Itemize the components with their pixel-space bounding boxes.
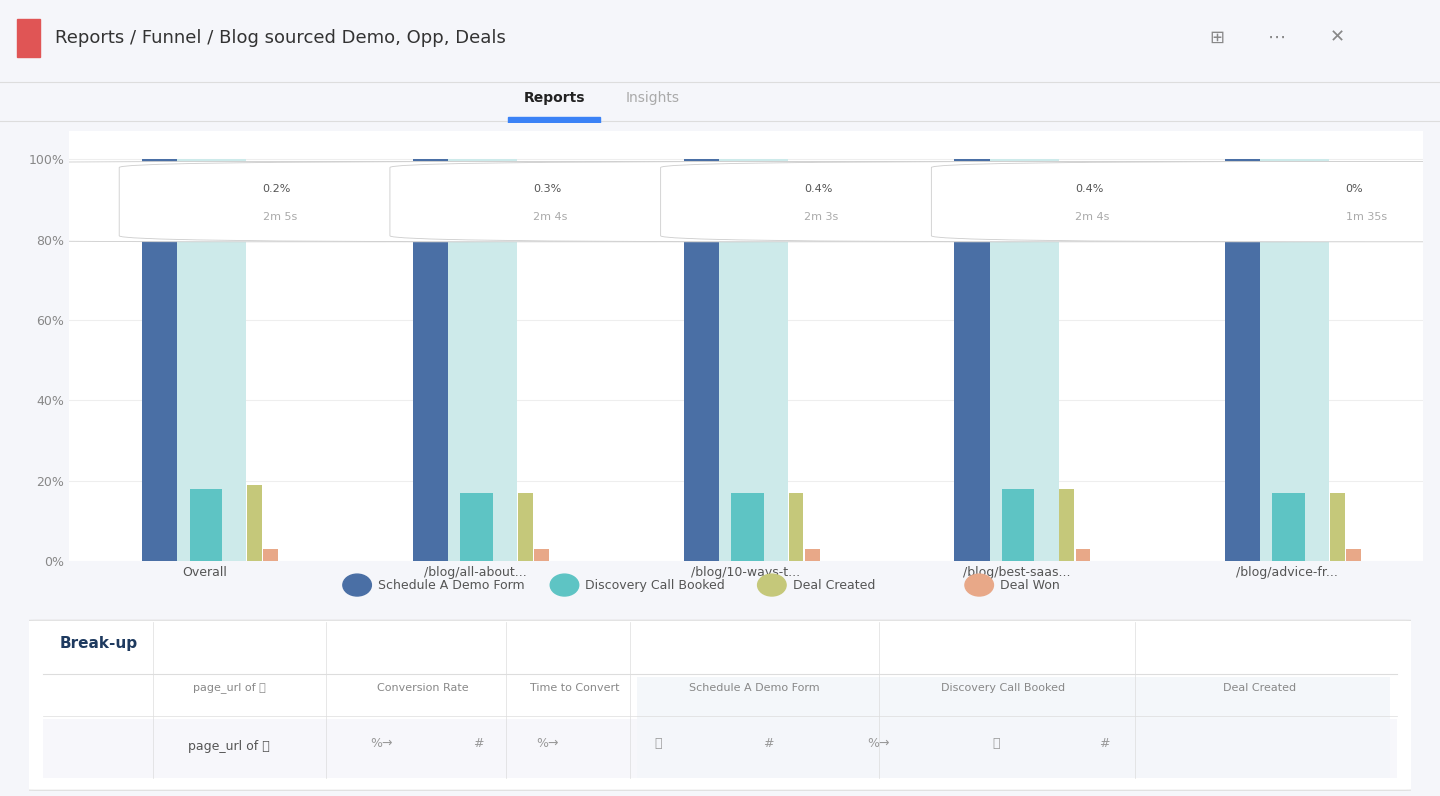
Bar — [1331, 493, 1345, 561]
Ellipse shape — [965, 574, 994, 596]
FancyBboxPatch shape — [120, 162, 1050, 242]
Bar — [789, 493, 804, 561]
Bar — [805, 549, 819, 561]
Text: 0.3%: 0.3% — [533, 184, 562, 193]
Text: page_url of ⓘ: page_url of ⓘ — [189, 740, 271, 753]
Bar — [878, 677, 1135, 778]
Bar — [732, 493, 763, 561]
Ellipse shape — [550, 574, 579, 596]
Text: Conversion Rate: Conversion Rate — [377, 683, 468, 693]
Text: #: # — [472, 737, 484, 750]
Bar — [43, 719, 1397, 778]
Text: ⊞: ⊞ — [1210, 29, 1224, 47]
Text: Break-up: Break-up — [59, 636, 137, 651]
Text: Time to Convert: Time to Convert — [530, 683, 619, 693]
Text: 0%: 0% — [1345, 184, 1364, 193]
Text: 0.4%: 0.4% — [1074, 184, 1103, 193]
Text: 2m 3s: 2m 3s — [804, 212, 838, 221]
Bar — [1076, 549, 1090, 561]
Text: ✕: ✕ — [1331, 29, 1345, 47]
Text: ⌛: ⌛ — [992, 737, 1001, 750]
Text: ⌛: ⌛ — [654, 737, 661, 750]
Bar — [1135, 677, 1391, 778]
Bar — [17, 19, 40, 57]
Text: Schedule A Demo Form: Schedule A Demo Form — [377, 579, 524, 591]
Bar — [264, 549, 278, 561]
Text: Deal Won: Deal Won — [999, 579, 1060, 591]
Text: Schedule A Demo Form: Schedule A Demo Form — [690, 683, 819, 693]
Bar — [534, 549, 549, 561]
Text: Deal Created: Deal Created — [792, 579, 876, 591]
Bar — [707, 159, 788, 561]
Bar — [978, 159, 1058, 561]
FancyBboxPatch shape — [22, 620, 1418, 790]
Bar — [684, 159, 719, 561]
FancyBboxPatch shape — [932, 162, 1440, 242]
FancyBboxPatch shape — [390, 162, 1320, 242]
Text: Deal Created: Deal Created — [1223, 683, 1296, 693]
Bar — [508, 117, 600, 123]
Text: 2m 4s: 2m 4s — [1074, 212, 1109, 221]
Bar — [1002, 489, 1034, 561]
Bar — [955, 159, 989, 561]
Bar — [1225, 159, 1260, 561]
Bar — [1346, 549, 1361, 561]
Text: ⋯: ⋯ — [1269, 29, 1286, 47]
Text: 0.2%: 0.2% — [262, 184, 291, 193]
Text: %→: %→ — [868, 737, 890, 750]
Ellipse shape — [343, 574, 372, 596]
Text: %→: %→ — [370, 737, 393, 750]
Text: Insights: Insights — [625, 91, 680, 104]
Ellipse shape — [757, 574, 786, 596]
Text: Reports: Reports — [524, 91, 585, 104]
Bar — [436, 159, 517, 561]
FancyBboxPatch shape — [0, 162, 780, 242]
FancyBboxPatch shape — [661, 162, 1440, 242]
Text: 2m 4s: 2m 4s — [533, 212, 567, 221]
Bar — [1060, 489, 1074, 561]
Text: 1m 35s: 1m 35s — [1345, 212, 1387, 221]
Bar — [190, 489, 222, 561]
Bar — [1248, 159, 1329, 561]
Bar — [248, 485, 262, 561]
Text: Discovery Call Booked: Discovery Call Booked — [585, 579, 724, 591]
Text: #: # — [763, 737, 773, 750]
Bar — [413, 159, 448, 561]
Text: Reports / Funnel / Blog sourced Demo, Opp, Deals: Reports / Funnel / Blog sourced Demo, Op… — [55, 29, 505, 47]
Text: #: # — [1099, 737, 1110, 750]
Text: %→: %→ — [536, 737, 559, 750]
Bar — [518, 493, 533, 561]
Bar — [143, 159, 177, 561]
Text: 2m 5s: 2m 5s — [262, 212, 297, 221]
Bar — [461, 493, 492, 561]
Text: 0.4%: 0.4% — [804, 184, 832, 193]
Bar — [166, 159, 246, 561]
Bar — [636, 677, 878, 778]
Bar — [1273, 493, 1305, 561]
Text: page_url of ⓘ: page_url of ⓘ — [193, 682, 265, 693]
Text: Discovery Call Booked: Discovery Call Booked — [942, 683, 1066, 693]
